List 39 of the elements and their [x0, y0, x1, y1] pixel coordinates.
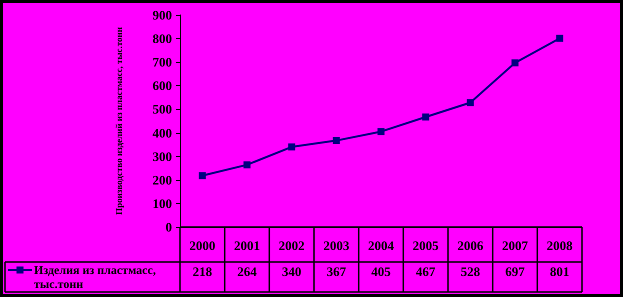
y-tick-label: 400 [152, 125, 172, 140]
legend-label: Изделия из пластмасс, тыс.тонн [34, 263, 157, 291]
data-label: 697 [505, 264, 525, 280]
x-tick-label: 2006 [457, 238, 484, 253]
data-label: 264 [237, 264, 257, 280]
point [378, 128, 384, 136]
point [244, 161, 250, 168]
point [512, 59, 518, 66]
y-tick-label: 200 [152, 172, 172, 188]
point [466, 99, 474, 106]
x-tick-label: 2007 [502, 238, 528, 253]
x-tick-label: 2008 [546, 238, 574, 253]
point [422, 113, 430, 120]
y-tick-label: 0 [166, 220, 172, 234]
y-tick-label: 500 [152, 102, 172, 117]
data-label: 528 [460, 264, 480, 280]
x-tick-label: 2003 [323, 238, 350, 253]
y-tick-label: 700 [152, 54, 172, 70]
data-label: 467 [416, 264, 436, 280]
y-tick-label: 900 [152, 8, 172, 22]
point [288, 143, 296, 150]
data-label: 218 [192, 264, 212, 280]
point [198, 172, 206, 180]
x-tick-label: 2001 [234, 238, 260, 253]
x-tick-label: 2005 [412, 238, 440, 253]
y-tick-label: 100 [152, 196, 172, 211]
x-tick-label: 2004 [368, 238, 394, 253]
data-label: 801 [550, 264, 570, 280]
y-tick-label: 800 [152, 31, 172, 46]
y-tick-label: 300 [152, 148, 172, 164]
y-tick-label: 600 [152, 78, 172, 94]
x-tick-label: 2002 [278, 238, 305, 253]
data-label: 367 [326, 264, 346, 280]
point [332, 137, 340, 144]
data-label: 340 [282, 264, 302, 280]
y-axis-title: Производство изделий из пластмасс, тыс.тонн [114, 27, 124, 215]
x-tick-label: 2000 [189, 238, 216, 253]
data-label: 405 [371, 264, 391, 280]
point [556, 34, 564, 42]
